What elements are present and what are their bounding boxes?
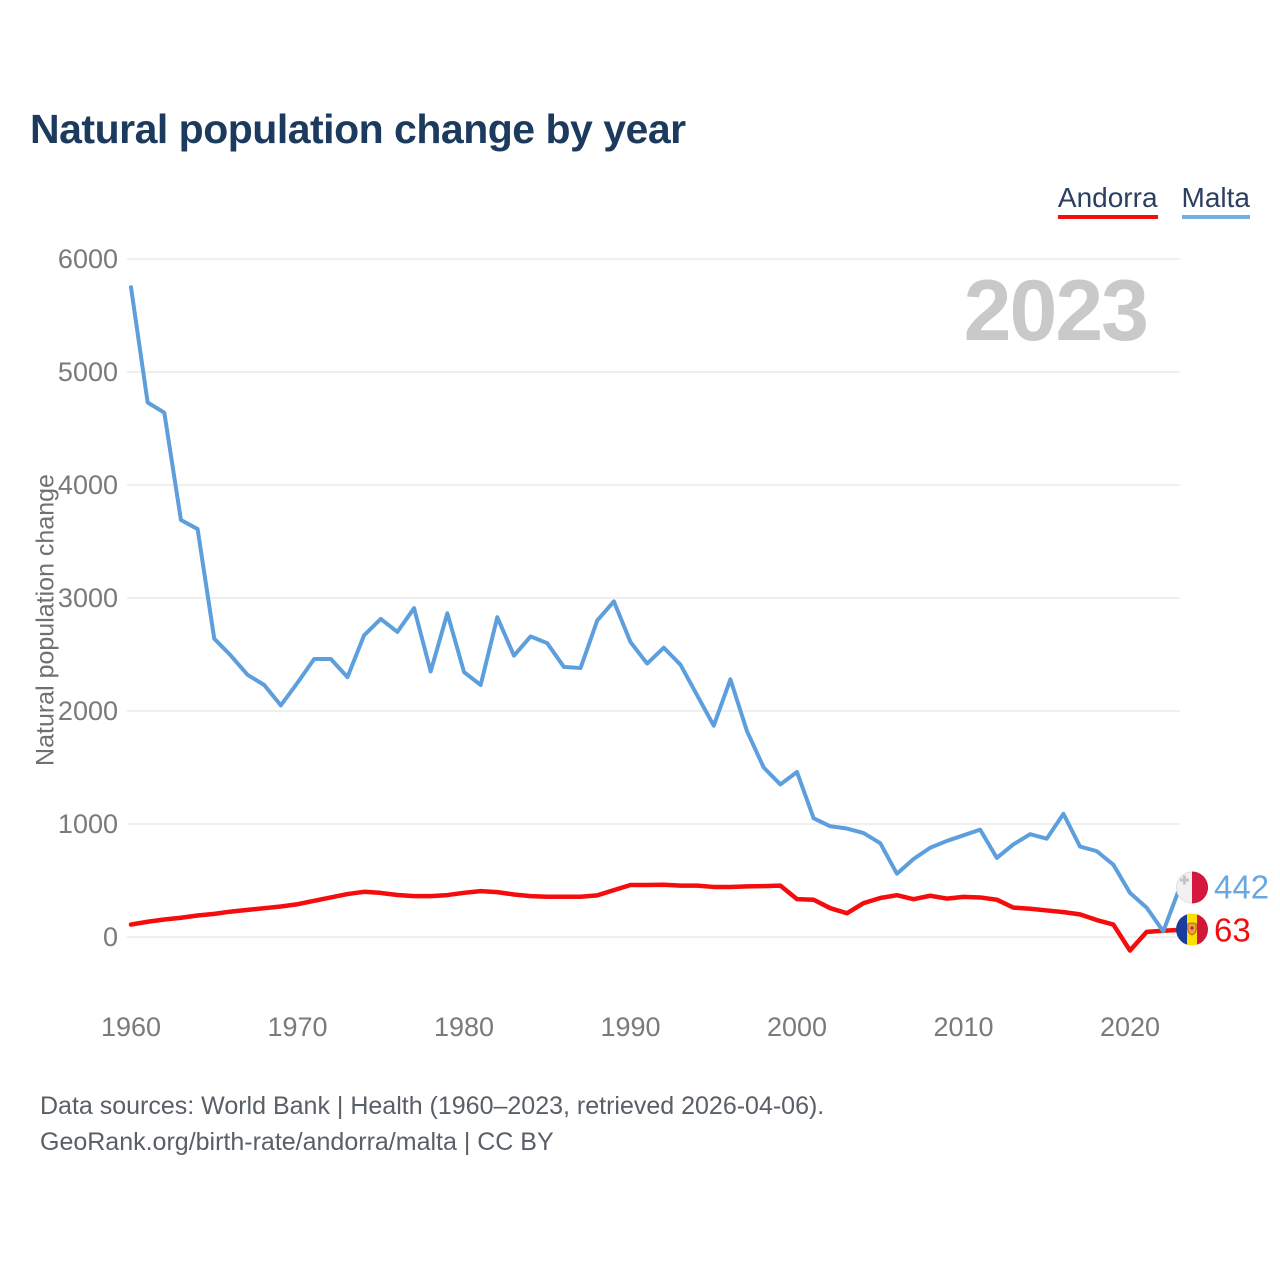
series-line-malta bbox=[129, 285, 1182, 934]
x-tick-label: 2000 bbox=[766, 1012, 828, 1042]
y-tick-label: 6000 bbox=[57, 244, 118, 274]
malta-flag-icon bbox=[1176, 871, 1208, 904]
watermark-year: 2023 bbox=[963, 263, 1149, 359]
footer-sources: Data sources: World Bank | Health (1960–… bbox=[40, 1092, 825, 1120]
end-value-malta: 442 bbox=[1214, 868, 1270, 906]
end-label-malta: 442 bbox=[1176, 871, 1269, 904]
series-line-andorra bbox=[128, 882, 1183, 953]
andorra-flag-icon bbox=[1176, 913, 1208, 946]
footer: Data sources: World Bank | Health (1960–… bbox=[40, 1088, 824, 1160]
x-tick-label: 1970 bbox=[267, 1012, 328, 1042]
page-title: Natural population change by year bbox=[30, 106, 686, 152]
y-tick-label: 1000 bbox=[57, 809, 118, 839]
y-tick-label: 3000 bbox=[57, 583, 118, 613]
x-tick-label: 1980 bbox=[433, 1012, 495, 1042]
legend-label-malta: Malta bbox=[1181, 182, 1250, 213]
legend: Andorra Malta bbox=[1057, 182, 1250, 219]
legend-underline-malta bbox=[1181, 215, 1250, 219]
y-tick-label: 2000 bbox=[57, 696, 118, 726]
y-tick-label: 5000 bbox=[57, 357, 118, 387]
x-tick-label: 1960 bbox=[100, 1012, 162, 1042]
legend-item-andorra[interactable]: Andorra bbox=[1057, 182, 1158, 219]
y-tick-label: 4000 bbox=[57, 470, 118, 500]
x-tick-label: 2020 bbox=[1099, 1012, 1161, 1042]
x-tick-label: 2010 bbox=[933, 1012, 994, 1042]
legend-item-malta[interactable]: Malta bbox=[1181, 182, 1250, 219]
legend-underline-andorra bbox=[1057, 215, 1158, 219]
footer-attribution: GeoRank.org/birth-rate/andorra/malta | C… bbox=[40, 1128, 554, 1156]
legend-label-andorra: Andorra bbox=[1057, 182, 1158, 213]
end-label-andorra: 63 bbox=[1176, 913, 1251, 946]
end-value-andorra: 63 bbox=[1214, 911, 1251, 949]
x-tick-label: 1990 bbox=[600, 1012, 661, 1042]
y-tick-label: 0 bbox=[102, 922, 118, 952]
